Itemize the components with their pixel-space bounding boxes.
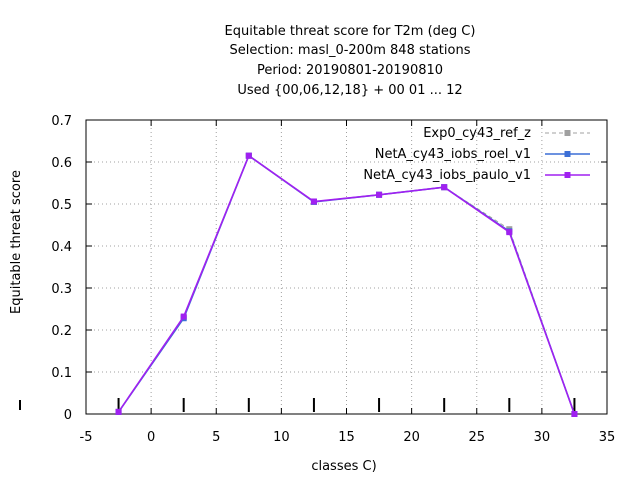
data-point (376, 191, 383, 198)
x-tick-label: 0 (147, 430, 155, 445)
y-tick-label: 0.2 (51, 324, 72, 339)
data-point (441, 184, 448, 191)
x-tick-label: 15 (338, 430, 355, 445)
x-tick-label: 5 (212, 430, 220, 445)
legend-label: NetA_cy43_iobs_paulo_v1 (363, 168, 531, 183)
x-tick-label: -5 (80, 430, 93, 445)
x-tick-label: 30 (534, 430, 551, 445)
y-tick-label: 0.6 (51, 156, 72, 171)
bottom-marks (117, 398, 576, 412)
series-2 (115, 152, 578, 417)
x-tick-label: 20 (403, 430, 420, 445)
data-point (180, 313, 187, 320)
data-point (506, 229, 513, 236)
y-tick-label: 0.5 (51, 198, 72, 213)
y-tick-label: 0.4 (51, 240, 72, 255)
legend: Exp0_cy43_ref_z NetA_cy43_iobs_roel_v1 Net… (363, 126, 590, 183)
title-line-4: Used {00,06,12,18} + 00 01 ... 12 (237, 83, 462, 98)
y-tick-label: 0.7 (51, 114, 72, 129)
x-tick-label: 35 (599, 430, 616, 445)
x-tick-label: 10 (273, 430, 290, 445)
series-group (115, 152, 578, 417)
y-tick-label: 0.1 (51, 366, 72, 381)
y-axis-label: Equitable threat score (9, 170, 24, 314)
legend-label: Exp0_cy43_ref_z (423, 126, 531, 141)
data-point (115, 408, 122, 415)
axis-ticks: -5 0 5 10 15 20 25 30 35 0 0.1 0.2 0.3 0.4 0.5 0.6 0.7 (51, 114, 615, 445)
data-point (310, 198, 317, 205)
x-tick-label: 25 (468, 430, 485, 445)
series-line (117, 154, 576, 415)
x-axis-label: classes C) (311, 459, 376, 474)
chart-title: Equitable threat score for T2m (deg C) S… (225, 24, 476, 98)
y-tick-label: 0 (64, 408, 72, 423)
data-point (245, 152, 252, 159)
title-line-3: Period: 20190801-20190810 (257, 63, 443, 78)
data-point (571, 411, 578, 417)
legend-swatch-marker (564, 130, 571, 136)
title-line-1: Equitable threat score for T2m (deg C) (225, 24, 476, 39)
y-tick-label: 0.3 (51, 282, 72, 297)
title-line-2: Selection: masl_0-200m 848 stations (230, 43, 471, 58)
legend-swatch-marker (564, 151, 571, 157)
legend-swatch-marker (564, 172, 571, 178)
legend-label: NetA_cy43_iobs_roel_v1 (375, 147, 531, 162)
grid (86, 120, 607, 414)
